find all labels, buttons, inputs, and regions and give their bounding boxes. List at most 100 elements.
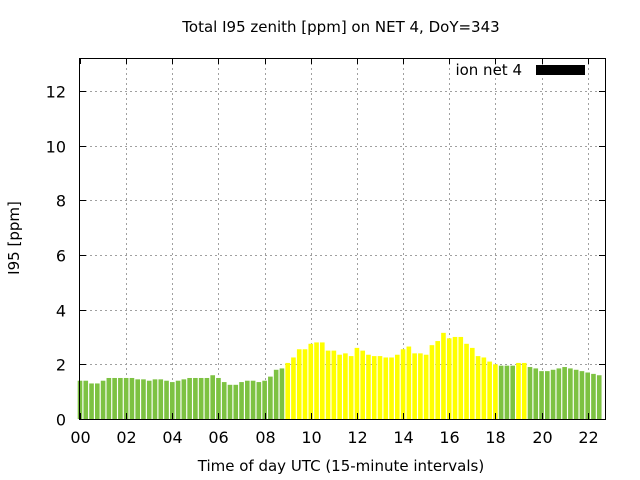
bar [95,383,100,419]
y-tick-label: 10 [46,138,66,157]
bar [383,357,389,419]
ticks [80,58,605,420]
bar [441,332,446,419]
bar [273,369,279,419]
x-tick-label: 04 [162,428,182,447]
bar [423,354,429,419]
x-tick-label: 16 [439,428,459,447]
bar [268,376,273,419]
bar [291,357,296,419]
bar [452,336,458,419]
y-tick-label: 4 [56,302,66,321]
bar [112,377,117,419]
bar [481,357,487,419]
bar [164,380,169,419]
bar [493,364,498,419]
bar [233,384,239,419]
y-axis-label: I95 [ppm] [5,201,23,275]
bar [146,380,152,419]
x-tick-label: 18 [485,428,505,447]
y-tick-label: 12 [46,83,66,102]
bar [539,371,544,419]
bar [510,365,515,419]
bar [256,382,262,419]
bar [187,377,192,419]
bar [573,369,579,419]
bar [262,380,267,419]
bar [550,369,556,419]
bar [377,356,383,419]
bar [245,380,250,419]
bar [591,373,596,420]
bar [141,379,146,419]
bar [152,379,158,419]
bar [406,346,412,419]
x-tick-label: 20 [532,428,552,447]
bar [568,368,573,419]
bar [395,354,400,419]
bar [331,350,337,419]
bar [314,342,319,419]
bars [77,332,602,420]
bar [475,356,481,419]
bar [498,365,504,419]
y-tick-label: 6 [56,247,66,266]
bar [198,377,204,419]
bar [83,380,89,419]
bar [210,375,215,419]
bar [100,380,106,419]
bar [343,353,348,419]
bar [533,368,539,419]
bar [118,377,123,419]
y-tick-label: 2 [56,356,66,375]
bar [556,368,562,419]
bar [204,377,210,419]
legend-swatch [536,65,585,75]
bar [446,338,452,419]
x-tick-label: 06 [208,428,228,447]
bar [296,349,302,419]
x-tick-label: 14 [393,428,413,447]
bar [360,350,365,419]
bar [400,349,406,419]
bar [562,367,567,419]
bar [545,371,550,419]
bar [504,365,510,419]
bar [221,382,227,419]
chart-title: Total I95 zenith [ppm] on NET 4, DoY=343 [181,18,499,36]
bar [129,377,135,419]
bar [389,357,394,419]
bar [516,362,521,419]
bar [435,341,440,419]
x-tick-label: 00 [70,428,90,447]
bar [320,342,325,419]
bar [279,368,285,419]
bar [458,336,464,419]
bar [348,356,354,419]
bar [371,356,377,419]
bar [470,347,475,419]
bar [354,347,360,419]
bar [487,361,492,419]
y-tick-label: 0 [56,411,66,430]
grid [80,58,605,419]
bar [89,383,94,419]
bar [216,377,221,419]
bar [285,362,290,419]
bar [302,349,308,419]
bar [521,362,527,419]
bar [175,380,181,419]
bar [123,377,129,419]
bar [412,353,417,419]
bar [193,377,198,419]
bar [418,353,423,419]
bar [106,377,112,419]
x-tick-label: 08 [255,428,275,447]
x-tick-labels: 00 02 04 06 08 10 12 14 16 18 20 22 [70,428,598,447]
legend-label: ion net 4 [455,61,522,79]
bar [135,379,140,419]
x-axis-label: Time of day UTC (15-minute intervals) [197,457,484,475]
bar [325,350,331,419]
bar [337,354,342,419]
